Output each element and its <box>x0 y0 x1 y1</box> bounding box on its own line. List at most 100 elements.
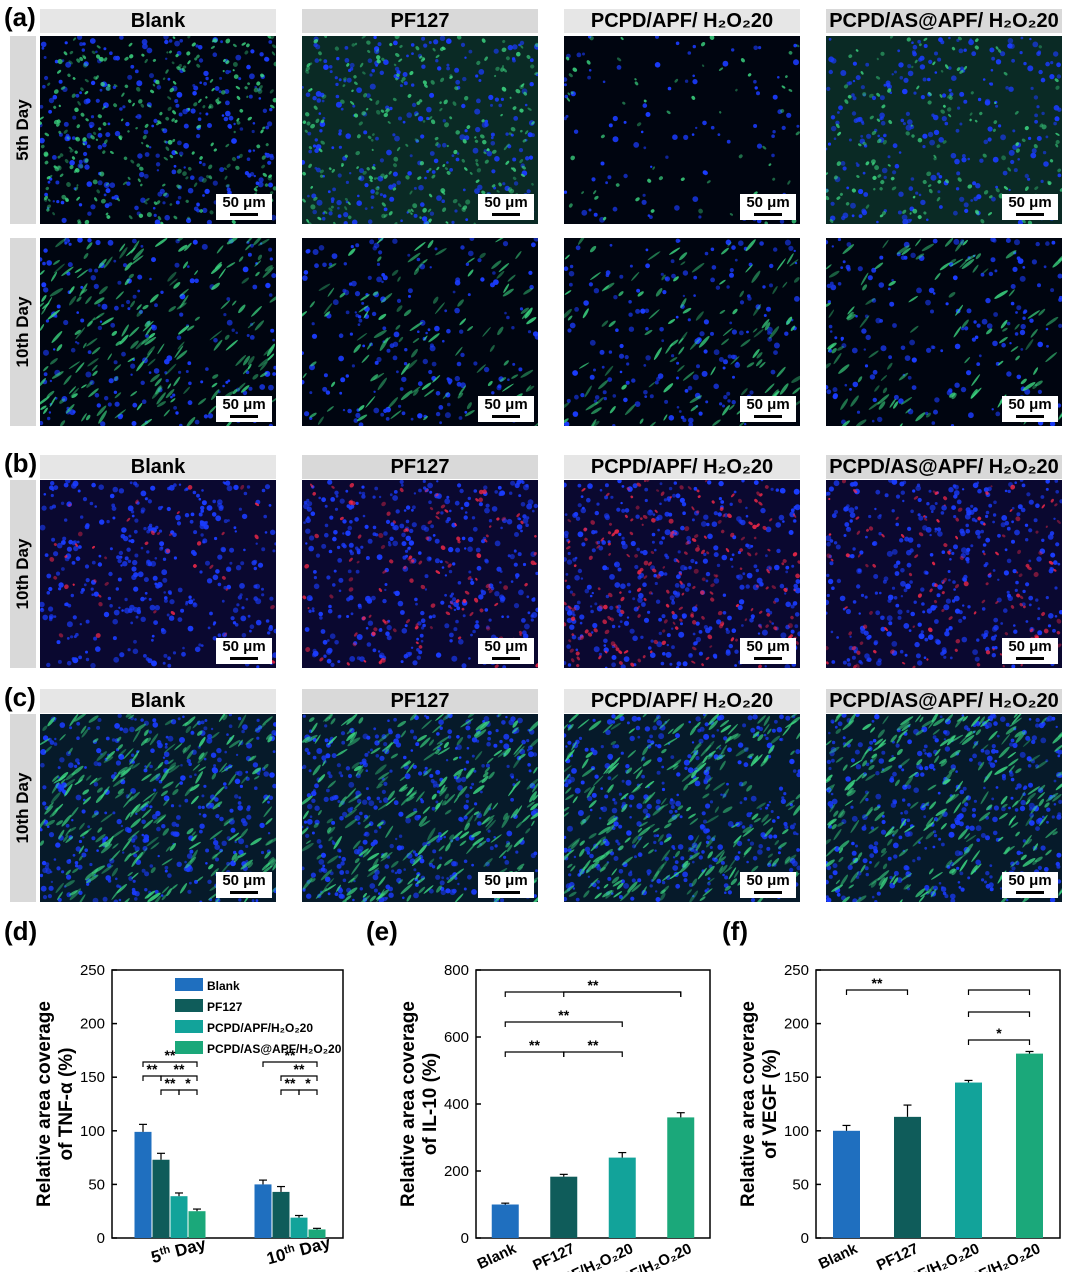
micrograph-c1-3: 50 μm <box>826 714 1062 902</box>
bar-Blank <box>833 1131 860 1238</box>
legend-swatch <box>175 1020 203 1033</box>
micrograph-c1-0: 50 μm <box>40 714 276 902</box>
panel-letter-b: (b) <box>4 448 37 479</box>
row-label-b1: 10th Day <box>10 480 36 668</box>
x-tick-label: PF127 <box>874 1240 921 1272</box>
scale-bar: 50 μm <box>216 396 272 422</box>
y-tick-label: 250 <box>80 962 105 979</box>
scale-bar: 50 μm <box>478 194 534 220</box>
micrograph-b1-0: 50 μm <box>40 480 276 668</box>
significance-bracket <box>969 1012 1030 1017</box>
column-header-a-3: PCPD/AS@APF/ H₂O₂20 <box>826 9 1062 33</box>
micrograph-c1-2: 50 μm <box>564 714 800 902</box>
bar-PCPD/APF/H₂O₂20 <box>955 1083 982 1238</box>
legend-label: PF127 <box>207 1000 243 1014</box>
significance-bracket <box>564 992 681 997</box>
column-header-b-1: PF127 <box>302 455 538 479</box>
row-label-c1: 10th Day <box>10 714 36 902</box>
column-header-c-3: PCPD/AS@APF/ H₂O₂20 <box>826 689 1062 713</box>
scale-bar: 50 μm <box>478 396 534 422</box>
column-header-b-2: PCPD/APF/ H₂O₂20 <box>564 455 800 479</box>
scale-bar: 50 μm <box>216 872 272 898</box>
legend-label: PCPD/APF/H₂O₂20 <box>207 1021 313 1035</box>
bar-PF127-10th Day <box>273 1192 290 1238</box>
significance-label: ** <box>147 1061 158 1077</box>
y-tick-label: 0 <box>801 1230 809 1247</box>
scale-bar: 50 μm <box>478 638 534 664</box>
column-header-c-1: PF127 <box>302 689 538 713</box>
y-tick-label: 0 <box>97 1230 105 1247</box>
scale-bar: 50 μm <box>216 194 272 220</box>
legend-swatch <box>175 978 203 991</box>
y-tick-label: 250 <box>784 962 809 979</box>
significance-label: ** <box>558 1007 569 1023</box>
significance-label: ** <box>165 1075 176 1091</box>
micrograph-b1-1: 50 μm <box>302 480 538 668</box>
bar-PF127-5th Day <box>153 1160 170 1238</box>
significance-bracket <box>969 990 1030 995</box>
bar-PCPD/APF/H₂O₂20 <box>609 1158 636 1238</box>
micrograph-a1-0: 50 μm <box>40 36 276 224</box>
panel-letter-a: (a) <box>4 2 36 33</box>
y-tick-label: 400 <box>444 1096 469 1113</box>
y-tick-label: 200 <box>80 1016 105 1033</box>
column-header-c-0: Blank <box>40 689 276 713</box>
row-label-a1: 5th Day <box>10 36 36 224</box>
micrograph-a1-2: 50 μm <box>564 36 800 224</box>
y-tick-label: 150 <box>784 1069 809 1086</box>
bar-Blank <box>492 1205 519 1239</box>
micrograph-a2-1: 50 μm <box>302 238 538 426</box>
y-tick-label: 600 <box>444 1029 469 1046</box>
significance-label: ** <box>285 1075 296 1091</box>
x-tick-text: PF127 <box>874 1240 921 1272</box>
scale-bar: 50 μm <box>216 638 272 664</box>
bar-PCPD/APF/H₂O₂20-10th Day <box>291 1218 308 1238</box>
x-tick-text: Blank <box>816 1240 861 1272</box>
micrograph-a1-1: 50 μm <box>302 36 538 224</box>
bar-PCPD/AS@APF/H₂O₂20 <box>667 1117 694 1238</box>
y-axis-label-line1: Relative area coverage <box>34 1001 55 1207</box>
significance-label: * <box>185 1075 191 1091</box>
y-tick-label: 100 <box>80 1123 105 1140</box>
legend-swatch <box>175 999 203 1012</box>
y-axis-label-line2: of VEGF (%) <box>760 1049 781 1159</box>
y-tick-label: 0 <box>461 1230 469 1247</box>
bar-PF127 <box>550 1177 577 1238</box>
y-tick-label: 800 <box>444 962 469 979</box>
y-axis-label-line1: Relative area coverage <box>738 1001 759 1207</box>
significance-label: ** <box>588 1037 599 1053</box>
y-axis-label-line2: of IL-10 (%) <box>420 1053 441 1155</box>
column-header-c-2: PCPD/APF/ H₂O₂20 <box>564 689 800 713</box>
micrograph-c1-1: 50 μm <box>302 714 538 902</box>
micrograph-a2-3: 50 μm <box>826 238 1062 426</box>
y-axis-label-line2: of TNF-α (%) <box>56 1048 77 1161</box>
y-axis-label-line1: Relative area coverage <box>398 1001 419 1207</box>
significance-label: * <box>305 1075 311 1091</box>
legend-label: PCPD/AS@APF/H₂O₂20 <box>207 1042 342 1056</box>
column-header-b-0: Blank <box>40 455 276 479</box>
significance-label: ** <box>529 1037 540 1053</box>
micrograph-a2-0: 50 μm <box>40 238 276 426</box>
column-header-a-1: PF127 <box>302 9 538 33</box>
y-tick-label: 50 <box>88 1176 105 1193</box>
y-tick-label: 200 <box>784 1016 809 1033</box>
bar-Blank-5th Day <box>135 1132 152 1238</box>
bar-PCPD/APF/H₂O₂20-5th Day <box>171 1196 188 1238</box>
scale-bar: 50 μm <box>1002 638 1058 664</box>
scale-bar: 50 μm <box>740 194 796 220</box>
y-tick-label: 200 <box>444 1163 469 1180</box>
significance-label: ** <box>872 975 883 991</box>
bar-PCPD/AS@APF/H₂O₂20 <box>1016 1054 1043 1238</box>
scale-bar: 50 μm <box>740 638 796 664</box>
scale-bar: 50 μm <box>1002 396 1058 422</box>
x-tick-label: Blank <box>816 1240 861 1272</box>
micrograph-a1-3: 50 μm <box>826 36 1062 224</box>
column-header-a-2: PCPD/APF/ H₂O₂20 <box>564 9 800 33</box>
scale-bar: 50 μm <box>1002 872 1058 898</box>
